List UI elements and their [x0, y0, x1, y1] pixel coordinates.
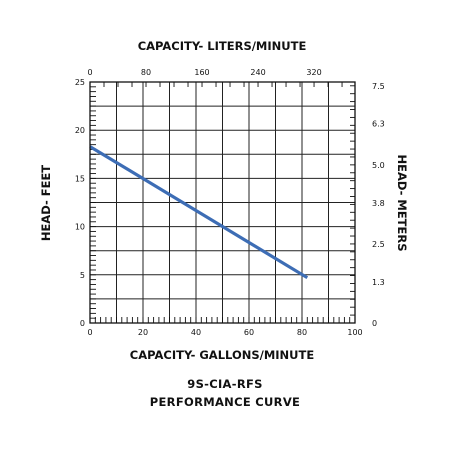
right-tick-label: 2.5 — [372, 240, 385, 249]
y-tick-label: 0 — [80, 319, 85, 328]
right-tick-label: 1.3 — [372, 278, 385, 287]
grid-lines — [90, 82, 355, 323]
y-tick-label: 10 — [75, 223, 85, 232]
y-tick-label: 5 — [80, 271, 85, 280]
right-tick-label: 7.5 — [372, 82, 385, 91]
x-tick-label: 80 — [297, 328, 307, 337]
top-tick-label: 0 — [87, 68, 92, 77]
top-tick-label: 160 — [194, 68, 209, 77]
top-tick-label: 80 — [141, 68, 151, 77]
axis-ticks — [90, 82, 355, 323]
x-tick-label: 40 — [191, 328, 201, 337]
top-axis-label: CAPACITY- LITERS/MINUTE — [138, 39, 307, 53]
chart-subtitle: PERFORMANCE CURVE — [149, 395, 301, 409]
right-axis-label: HEAD- METERS — [395, 154, 409, 251]
right-tick-label: 5.0 — [372, 161, 385, 170]
left-axis-label: HEAD- FEET — [39, 165, 53, 241]
chart-title: 9S-CIA-RFS — [187, 377, 263, 391]
x-tick-label: 0 — [87, 328, 92, 337]
plot-frame — [89, 81, 356, 324]
top-tick-label: 240 — [250, 68, 265, 77]
bottom-axis-label: CAPACITY- GALLONS/MINUTE — [130, 348, 315, 362]
x-tick-label: 60 — [244, 328, 254, 337]
y-tick-label: 15 — [75, 174, 85, 183]
top-tick-label: 320 — [306, 68, 321, 77]
right-tick-label: 3.8 — [372, 199, 385, 208]
right-tick-label: 6.3 — [372, 120, 385, 129]
right-tick-label: 0 — [372, 319, 377, 328]
series-lines — [89, 145, 309, 280]
y-tick-label: 25 — [75, 78, 85, 87]
x-tick-label: 100 — [347, 328, 362, 337]
x-tick-label: 20 — [138, 328, 148, 337]
performance-curve-line — [89, 145, 309, 280]
y-tick-label: 20 — [75, 126, 85, 135]
